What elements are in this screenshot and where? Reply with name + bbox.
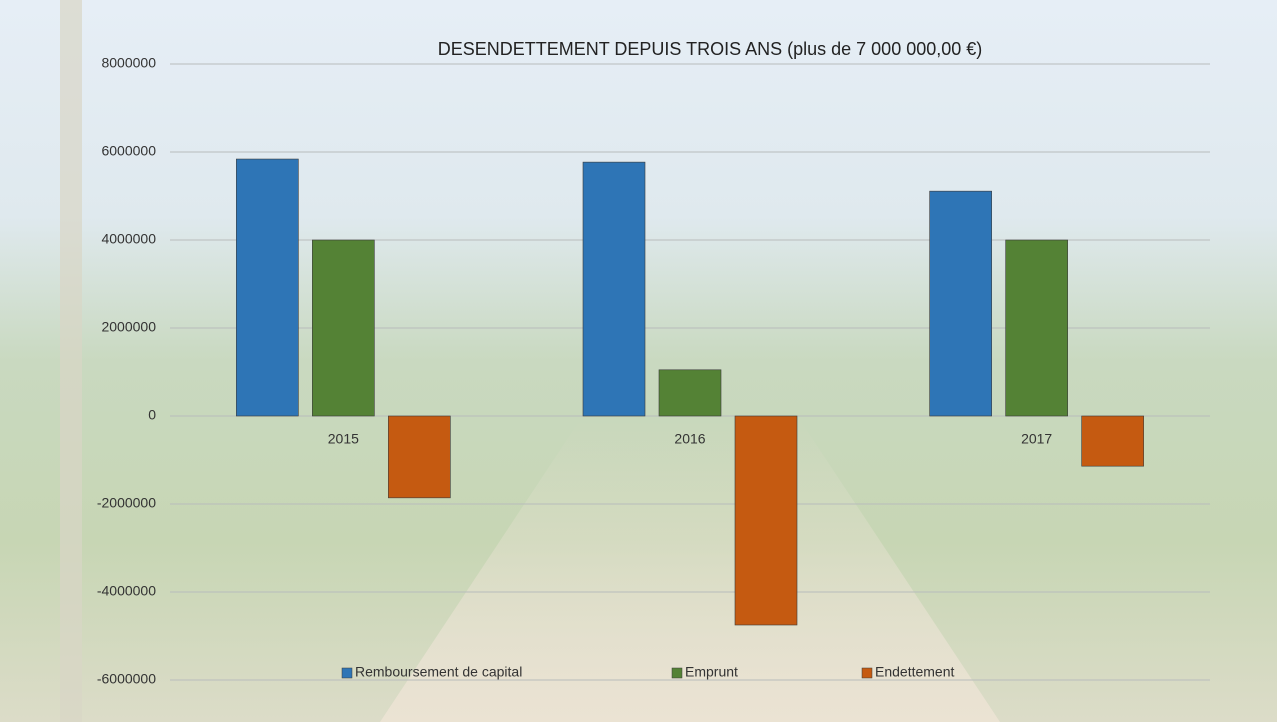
y-tick-label: 2000000 (101, 319, 156, 335)
legend-swatch (342, 668, 352, 678)
chart-title: DESENDETTEMENT DEPUIS TROIS ANS (plus de… (438, 39, 983, 59)
x-tick-label: 2015 (328, 431, 359, 447)
y-tick-label: -2000000 (97, 495, 156, 511)
bar (930, 191, 992, 416)
bar (735, 416, 797, 625)
y-tick-label: -6000000 (97, 671, 156, 687)
legend-swatch (862, 668, 872, 678)
chart: DESENDETTEMENT DEPUIS TROIS ANS (plus de… (0, 0, 1277, 722)
legend-label: Endettement (875, 664, 954, 680)
legend-label: Emprunt (685, 664, 738, 680)
x-tick-label: 2016 (674, 431, 705, 447)
bar (236, 159, 298, 416)
bar (1082, 416, 1144, 466)
legend-label: Remboursement de capital (355, 664, 522, 680)
bar (583, 162, 645, 416)
background-tree (60, 0, 82, 722)
y-tick-label: 4000000 (101, 231, 156, 247)
bar (388, 416, 450, 498)
x-tick-label: 2017 (1021, 431, 1052, 447)
y-tick-label: -4000000 (97, 583, 156, 599)
y-tick-label: 6000000 (101, 143, 156, 159)
bar (1006, 240, 1068, 416)
legend-swatch (672, 668, 682, 678)
bar (659, 370, 721, 416)
bar (312, 240, 374, 416)
y-tick-label: 0 (148, 407, 156, 423)
y-tick-label: 8000000 (101, 55, 156, 71)
